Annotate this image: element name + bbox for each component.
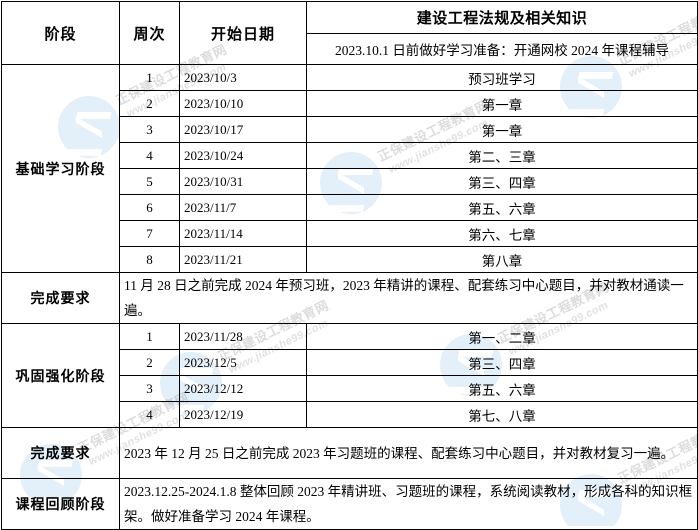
- course-content-cell: 第三、四章: [306, 168, 698, 195]
- course-content-cell: 第一章: [306, 116, 698, 143]
- header-start-date: 开始日期: [179, 1, 307, 65]
- header-stage: 阶段: [1, 1, 120, 65]
- final-stage-label: 课程回顾阶段: [1, 478, 120, 530]
- requirement-row: 完成要求 2023 年 12 月 25 日之前完成 2023 年习题班的课程、配套…: [1, 427, 698, 479]
- requirement-text: 11 月 28 日之前完成 2024 年预习班，2023 年精讲的课程、配套练习…: [119, 272, 698, 324]
- week-number-cell: 2: [119, 90, 180, 117]
- start-date-cell: 2023/12/19: [179, 401, 307, 428]
- table-row: 7 2023/11/14 第六、七章: [2, 220, 698, 247]
- start-date-cell: 2023/10/3: [179, 64, 307, 91]
- start-date-cell: 2023/10/17: [179, 116, 307, 143]
- table-row: 巩固强化阶段 1 2023/11/28 第一、二章: [1, 323, 698, 428]
- table-row: 基础学习阶段 1 2023/10/3 预习班学习: [1, 64, 698, 273]
- header-course-note: 2023.10.1 日前做好学习准备：开通网校 2024 年课程辅导: [306, 33, 698, 65]
- start-date-cell: 2023/10/24: [179, 142, 307, 169]
- week-number-cell: 2: [119, 349, 180, 376]
- start-date-cell: 2023/11/28: [179, 323, 307, 350]
- week-number-cell: 1: [119, 64, 180, 91]
- course-content-cell: 第六、七章: [306, 220, 698, 247]
- start-date-cell: 2023/12/5: [179, 349, 307, 376]
- table-row: 8 2023/11/21 第八章: [2, 246, 698, 273]
- course-content-cell: 第一章: [306, 90, 698, 117]
- course-content-cell: 预习班学习: [306, 64, 698, 91]
- header-week: 周次: [119, 1, 180, 65]
- requirement-label: 完成要求: [1, 272, 120, 324]
- final-stage-row: 课程回顾阶段 2023.12.25-2024.1.8 整体回顾 2023 年精讲班…: [1, 478, 698, 530]
- week-number-cell: 7: [119, 220, 180, 247]
- week-number-cell: 1: [119, 323, 180, 350]
- stage-name-cell: 基础学习阶段: [1, 64, 120, 273]
- course-content-cell: 第七、八章: [306, 401, 698, 428]
- requirement-text: 2023 年 12 月 25 日之前完成 2023 年习题班的课程、配套练习中心…: [119, 427, 698, 479]
- course-content-cell: 第三、四章: [306, 349, 698, 376]
- start-date-cell: 2023/10/10: [179, 90, 307, 117]
- start-date-cell: 2023/11/21: [179, 246, 307, 273]
- week-number-cell: 5: [119, 168, 180, 195]
- week-number-cell: 4: [119, 401, 180, 428]
- start-date-cell: 2023/10/31: [179, 168, 307, 195]
- start-date-cell: 2023/11/7: [179, 194, 307, 221]
- week-number-cell: 4: [119, 142, 180, 169]
- course-content-cell: 第二、三章: [306, 142, 698, 169]
- course-content-cell: 第五、六章: [306, 194, 698, 221]
- week-number-cell: 6: [119, 194, 180, 221]
- week-number-cell: 3: [119, 116, 180, 143]
- course-content-cell: 第八章: [306, 246, 698, 273]
- requirement-row: 完成要求 11 月 28 日之前完成 2024 年预习班，2023 年精讲的课程、…: [1, 272, 698, 324]
- table-row: 4 2023/12/19 第七、八章: [2, 401, 698, 428]
- stage-name-cell: 巩固强化阶段: [1, 323, 120, 428]
- header-course-title: 建设工程法规及相关知识: [306, 1, 698, 34]
- course-content-cell: 第五、六章: [306, 375, 698, 402]
- final-stage-text: 2023.12.25-2024.1.8 整体回顾 2023 年精讲班、习题班的课…: [119, 478, 698, 530]
- start-date-cell: 2023/11/14: [179, 220, 307, 247]
- start-date-cell: 2023/12/12: [179, 375, 307, 402]
- course-content-cell: 第一、二章: [306, 323, 698, 350]
- week-number-cell: 8: [119, 246, 180, 273]
- table-header-row: 阶段 周次 开始日期 建设工程法规及相关知识: [1, 1, 698, 65]
- requirement-label: 完成要求: [1, 427, 120, 479]
- week-number-cell: 3: [119, 375, 180, 402]
- table-subheader-row: 2023.10.1 日前做好学习准备：开通网校 2024 年课程辅导: [2, 33, 698, 65]
- table-row: 4 2023/10/24 第二、三章: [2, 142, 698, 169]
